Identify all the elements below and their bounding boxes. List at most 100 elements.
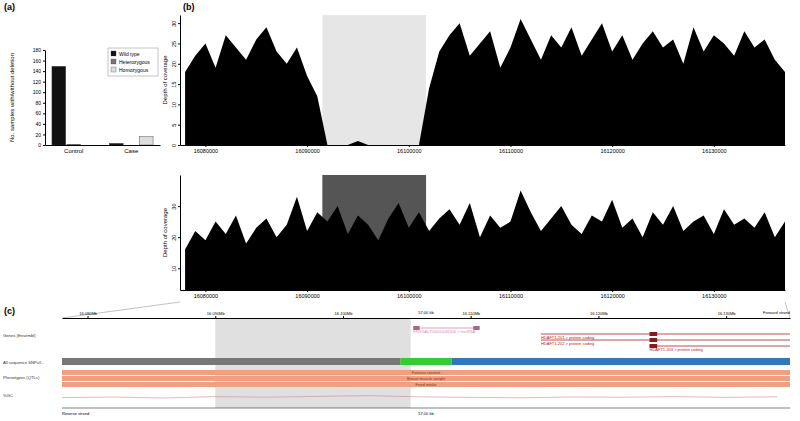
ruler-axis-line bbox=[63, 318, 791, 319]
tick: 16090000 bbox=[295, 290, 319, 299]
tick-label: 16120000 bbox=[600, 148, 624, 154]
bars bbox=[52, 66, 153, 145]
tick-mark bbox=[178, 104, 180, 105]
tick-mark bbox=[471, 316, 472, 318]
tick-label: 16110000 bbox=[499, 293, 523, 299]
tick-mark bbox=[612, 290, 613, 292]
tick-label: 16130000 bbox=[702, 293, 726, 299]
tick-label: 16130000 bbox=[702, 148, 726, 154]
gene-label: ENSGALT00000046506 > lincRNA bbox=[413, 329, 475, 334]
figure: (a)020406080100120140160180ControlCaseNo… bbox=[0, 0, 800, 421]
tick-label: 16090000 bbox=[295, 148, 319, 154]
tick: 80 bbox=[35, 100, 45, 106]
tick-label: 15 bbox=[171, 82, 177, 88]
tick: 16090000 bbox=[295, 145, 319, 154]
legend-box bbox=[108, 48, 158, 76]
phenotype-bar bbox=[62, 370, 790, 375]
tick-mark bbox=[307, 290, 308, 292]
bar bbox=[109, 143, 123, 145]
tick-label: 20 bbox=[171, 61, 177, 67]
tick-label: Case bbox=[124, 148, 139, 154]
tick-label: 180 bbox=[33, 47, 42, 53]
tick: 16120000 bbox=[600, 145, 624, 154]
phenotype-label: Breast muscle weight bbox=[407, 376, 446, 381]
tick-mark bbox=[205, 290, 206, 292]
tick: 20 bbox=[171, 235, 180, 241]
tick-mark bbox=[178, 268, 180, 269]
tick-label: 16.110Mb bbox=[462, 311, 480, 316]
tick: 16130000 bbox=[702, 290, 726, 299]
snp-segment bbox=[452, 358, 790, 365]
tick-label: 16.120Mb bbox=[590, 311, 609, 316]
phenotype-label: Fatness content bbox=[412, 370, 441, 375]
tick-label: 16080000 bbox=[194, 148, 218, 154]
tick: 10 bbox=[171, 266, 180, 272]
tick-label: 0 bbox=[38, 142, 41, 148]
tick-mark bbox=[714, 145, 715, 147]
legend-label: Wild type bbox=[119, 51, 140, 57]
ruler-bottom bbox=[62, 408, 790, 409]
tick-label: 10 bbox=[171, 266, 177, 272]
snp-segment bbox=[400, 358, 451, 365]
tick-mark bbox=[215, 316, 216, 318]
tick-mark bbox=[178, 237, 180, 238]
exon bbox=[650, 338, 658, 342]
plot-area bbox=[185, 175, 785, 290]
tick-label: 40 bbox=[35, 121, 41, 127]
coverage-area bbox=[185, 191, 785, 290]
coverage-area bbox=[185, 19, 785, 145]
tick: 16.130Mb bbox=[718, 311, 737, 318]
y-axis: 051015202530 bbox=[171, 16, 181, 148]
tick-mark bbox=[343, 316, 344, 318]
panel-label: (a) bbox=[4, 2, 15, 12]
tick: 15 bbox=[171, 82, 180, 88]
tick: 0 bbox=[38, 142, 45, 148]
tick: 20 bbox=[35, 132, 45, 138]
plot-area bbox=[185, 15, 785, 145]
phenotype-bar bbox=[62, 376, 790, 381]
tick: 16100000 bbox=[397, 290, 421, 299]
tick-mark bbox=[726, 316, 727, 318]
tracks bbox=[62, 318, 790, 408]
tick-mark bbox=[598, 316, 599, 318]
y-axis-title: Depth of coverage bbox=[162, 207, 168, 257]
track-label: All sequence SNPs/I... bbox=[3, 360, 45, 365]
legend-label: Heterozygous bbox=[119, 59, 150, 65]
tick-label: 60 bbox=[35, 110, 41, 116]
tick-label: 16100000 bbox=[397, 293, 421, 299]
tick-label: 160 bbox=[33, 58, 42, 64]
tick: 60 bbox=[35, 110, 45, 116]
tick-label: 120 bbox=[33, 79, 42, 85]
tick-mark bbox=[178, 84, 180, 85]
zoom-connector bbox=[62, 302, 180, 318]
track-label: Genes (Ensembl) bbox=[3, 333, 36, 338]
tick-label: 16.100Mb bbox=[335, 311, 354, 316]
y-axis-line bbox=[180, 16, 181, 146]
tick-label: 16100000 bbox=[397, 148, 421, 154]
tick-mark bbox=[178, 43, 180, 44]
x-axis-line bbox=[181, 145, 786, 146]
tick-mark bbox=[43, 82, 45, 83]
tick-mark bbox=[510, 290, 511, 292]
bar bbox=[67, 144, 81, 145]
x-axis: 16080000 16090000 16100000 16110000 16120000… bbox=[181, 145, 786, 154]
tick: Control bbox=[64, 145, 83, 154]
legend-swatch bbox=[111, 59, 116, 64]
tick-label: 5 bbox=[171, 124, 177, 127]
tick: 100 bbox=[33, 89, 45, 95]
snp-segment bbox=[62, 358, 400, 365]
tick: 16110000 bbox=[499, 145, 523, 154]
tick-label: 30 bbox=[171, 21, 177, 27]
track-label: %GC bbox=[3, 393, 13, 398]
phenotype-label: Feed intake bbox=[416, 382, 438, 387]
tick: 20 bbox=[171, 61, 180, 67]
tick: 16.080Mb bbox=[79, 311, 98, 318]
strand-label: Forward strand bbox=[763, 310, 790, 315]
gene-label: HDAFT1-201 > protein coding bbox=[541, 335, 594, 340]
scale-label: 57.00 kb bbox=[418, 411, 434, 416]
tick-mark bbox=[178, 23, 180, 24]
ruler-axis: 16.080Mb16.090Mb16.100Mb16.110Mb16.120Mb… bbox=[63, 311, 791, 319]
bar bbox=[82, 145, 96, 146]
tick: 16080000 bbox=[194, 290, 218, 299]
y-axis-title: Depth of coverage bbox=[162, 55, 168, 105]
